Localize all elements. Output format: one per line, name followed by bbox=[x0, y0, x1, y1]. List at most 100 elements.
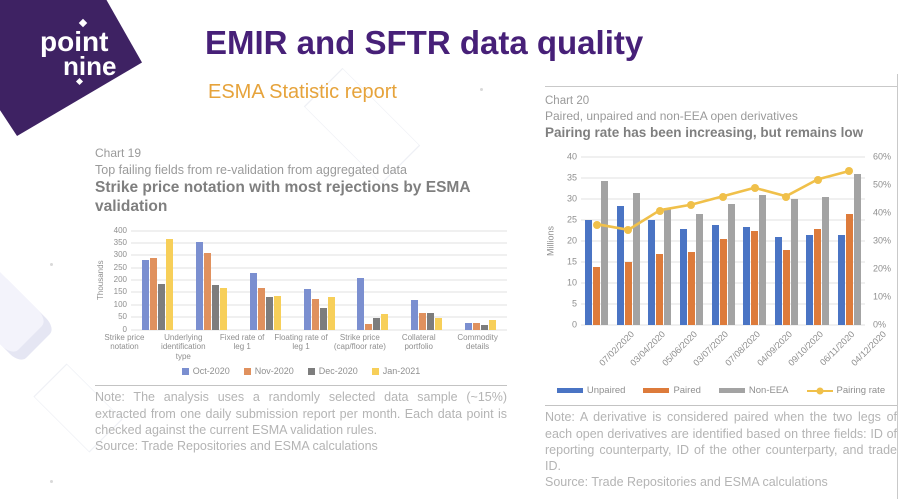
x-axis-label: Underlying identification type bbox=[161, 332, 206, 361]
bar-group bbox=[346, 231, 400, 330]
source: Source: Trade Repositories and ESMA calc… bbox=[545, 475, 828, 490]
divider bbox=[897, 74, 898, 499]
combo-chart: Millions 0 5 10 15 20 25 30 35 40 0% 10% 20% 30% 40%… bbox=[545, 152, 897, 329]
line-marker bbox=[845, 167, 854, 176]
chart19-section: Chart 19 Top failing fields from re-vali… bbox=[95, 146, 507, 454]
legend-item: Oct-2020 bbox=[181, 366, 230, 377]
decorative-dot bbox=[50, 480, 53, 483]
y-axis-tick: 35 bbox=[566, 172, 577, 183]
bar bbox=[601, 180, 609, 326]
legend-item: Pairing rate bbox=[806, 385, 886, 397]
bar bbox=[679, 228, 687, 326]
bar bbox=[418, 313, 426, 330]
chart-subtitle: Top failing fields from re-validation fr… bbox=[95, 162, 407, 177]
bar bbox=[319, 307, 327, 330]
legend-item: Dec-2020 bbox=[307, 366, 358, 377]
legend-item: Paired bbox=[643, 385, 701, 396]
bar bbox=[434, 317, 442, 330]
bar bbox=[212, 284, 220, 330]
bar-group bbox=[644, 157, 676, 326]
chart-subtitle: Paired, unpaired and non-EEA open deriva… bbox=[545, 108, 798, 123]
bar bbox=[166, 239, 174, 330]
y-axis-tick: 40 bbox=[566, 151, 577, 162]
bar bbox=[249, 272, 257, 330]
bar bbox=[327, 296, 335, 330]
bar bbox=[593, 266, 601, 326]
note: Note: A derivative is considered paired … bbox=[545, 410, 897, 474]
x-axis-label: Commodity details bbox=[457, 332, 498, 352]
y-axis-tick: 50 bbox=[118, 312, 127, 322]
bar-group bbox=[834, 157, 866, 326]
bar-group bbox=[739, 157, 771, 326]
legend-swatch bbox=[643, 388, 670, 394]
note-block: Note: The analysis uses a randomly selec… bbox=[95, 385, 507, 454]
bar bbox=[719, 239, 727, 326]
legend: Oct-2020 Nov-2020 Dec-2020 Jan-2021 bbox=[95, 366, 507, 376]
chart20-section: Chart 20 Paired, unpaired and non-EEA op… bbox=[545, 94, 897, 491]
bar bbox=[204, 252, 212, 330]
bar-group bbox=[676, 157, 708, 326]
y-axis-tick: 15 bbox=[566, 256, 577, 267]
grid-line bbox=[131, 242, 507, 244]
bar-group bbox=[131, 231, 185, 330]
legend-item: Unpaired bbox=[556, 385, 626, 397]
grid-line bbox=[131, 329, 507, 331]
y-axis-tick: 10% bbox=[873, 291, 892, 302]
plot-area bbox=[131, 230, 507, 331]
bar bbox=[381, 313, 389, 330]
chart-label: Chart 19 bbox=[95, 146, 142, 160]
y-axis-tick: 200 bbox=[113, 275, 127, 285]
line-marker bbox=[687, 201, 696, 210]
bar bbox=[585, 220, 593, 326]
y-axis-tick: 30% bbox=[873, 235, 892, 246]
bar bbox=[303, 289, 311, 330]
y-axis-tick: 30 bbox=[566, 193, 577, 204]
legend-item: Non-EEA bbox=[718, 385, 789, 396]
y-axis-tick: 350 bbox=[113, 237, 127, 247]
bar bbox=[257, 287, 265, 330]
bar bbox=[142, 260, 150, 330]
pointnine-logo: point nine bbox=[0, 0, 142, 136]
legend-label: Dec-2020 bbox=[318, 366, 358, 377]
page-subtitle: ESMA Statistic report bbox=[208, 81, 397, 103]
bar-group bbox=[185, 231, 239, 330]
bar bbox=[220, 288, 228, 330]
grid-line bbox=[581, 156, 865, 158]
y-axis-tick: 25 bbox=[566, 214, 577, 225]
bar bbox=[648, 220, 656, 326]
grid-line bbox=[131, 230, 507, 232]
line-marker bbox=[782, 192, 791, 201]
y-axis-tick: 150 bbox=[113, 287, 127, 297]
line-marker bbox=[624, 226, 633, 235]
bar-group bbox=[400, 231, 454, 330]
legend: Unpaired Paired Non-EEA Pairing rate bbox=[545, 385, 897, 396]
legend-label: Oct-2020 bbox=[192, 366, 230, 377]
legend-swatch bbox=[243, 367, 251, 375]
bar bbox=[751, 230, 759, 326]
x-axis-label: Floating rate of leg 1 bbox=[274, 332, 328, 352]
x-axis: Strike price notation Underlying identifi… bbox=[95, 333, 507, 362]
y-axis-tick: 10 bbox=[566, 277, 577, 288]
legend-swatch bbox=[307, 367, 315, 375]
legend-label: Unpaired bbox=[586, 385, 626, 397]
y-axis-tick: 40% bbox=[873, 207, 892, 218]
x-axis-label: Collateral portfolio bbox=[401, 332, 436, 352]
logo-word-point: point bbox=[40, 26, 109, 57]
bar bbox=[632, 193, 640, 326]
grid-line bbox=[131, 291, 507, 293]
legend-swatch bbox=[718, 388, 745, 394]
bar bbox=[357, 277, 365, 330]
legend-swatch bbox=[371, 367, 379, 375]
bar-group bbox=[707, 157, 739, 326]
legend-marker bbox=[816, 387, 824, 395]
line-marker bbox=[719, 192, 727, 201]
bar bbox=[273, 296, 281, 330]
legend-swatch bbox=[556, 388, 583, 394]
legend-item: Jan-2021 bbox=[371, 366, 420, 376]
plot-area bbox=[581, 156, 866, 326]
legend-label: Pairing rate bbox=[836, 385, 886, 397]
bar-group bbox=[802, 157, 834, 326]
bar bbox=[488, 320, 496, 330]
y-axis-tick: 5 bbox=[571, 298, 577, 309]
